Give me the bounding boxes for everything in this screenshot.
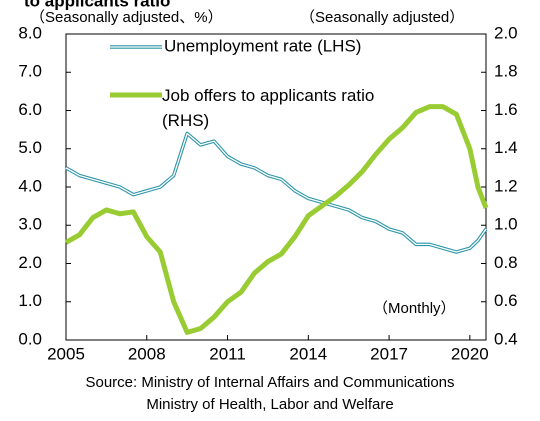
x-tick-label: 2014 [289, 344, 327, 363]
y-tick-label: 6.0 [18, 100, 42, 119]
x-tick-label: 2005 [47, 344, 85, 363]
y-tick-label: 8.0 [18, 23, 42, 42]
line-inner [65, 132, 487, 253]
y2-tick-label: 1.6 [494, 100, 518, 119]
y2-tick-label: 0.8 [494, 253, 518, 272]
y2-tick-label: 0.6 [494, 291, 518, 310]
y2-axis-label: （Seasonally adjusted） [300, 9, 464, 26]
y-tick-label: 0.0 [18, 329, 42, 348]
y-tick-label: 7.0 [18, 62, 42, 81]
legend-label: Unemployment rate (LHS) [164, 36, 361, 55]
annotation: （Monthly） [373, 300, 456, 317]
y-tick-label: 2.0 [18, 253, 42, 272]
x-tick-label: 2017 [370, 344, 408, 363]
y2-tick-label: 2.0 [494, 23, 518, 42]
y-tick-label: 3.0 [18, 215, 42, 234]
y2-tick-label: 1.2 [494, 176, 518, 195]
y2-tick-label: 1.8 [494, 62, 518, 81]
y-tick-label: 1.0 [18, 291, 42, 310]
legend-label: Job offers to applicants ratio (RHS) [162, 86, 375, 130]
y2-tick-label: 0.4 [494, 329, 518, 348]
source: Ministry of Health, Labor and Welfare [146, 396, 393, 413]
plot-frame [65, 33, 487, 341]
line [64, 104, 489, 335]
source: Source: Ministry of Internal Affairs and… [85, 374, 454, 391]
x-tick-label: 2011 [209, 344, 246, 363]
y-axis-label: （Seasonally adjusted、%） [30, 9, 223, 26]
y-tick-label: 5.0 [18, 138, 42, 157]
x-tick-label: 2020 [451, 344, 489, 363]
x-tick-label: 2008 [128, 344, 166, 363]
y2-tick-label: 1.0 [494, 215, 518, 234]
y2-tick-label: 1.4 [494, 138, 518, 157]
legend-label-box: Job offers to applicants ratio (RHS) [162, 86, 375, 130]
y-tick-label: 4.0 [18, 176, 42, 195]
chart-title: to applicants ratio [24, 0, 170, 10]
